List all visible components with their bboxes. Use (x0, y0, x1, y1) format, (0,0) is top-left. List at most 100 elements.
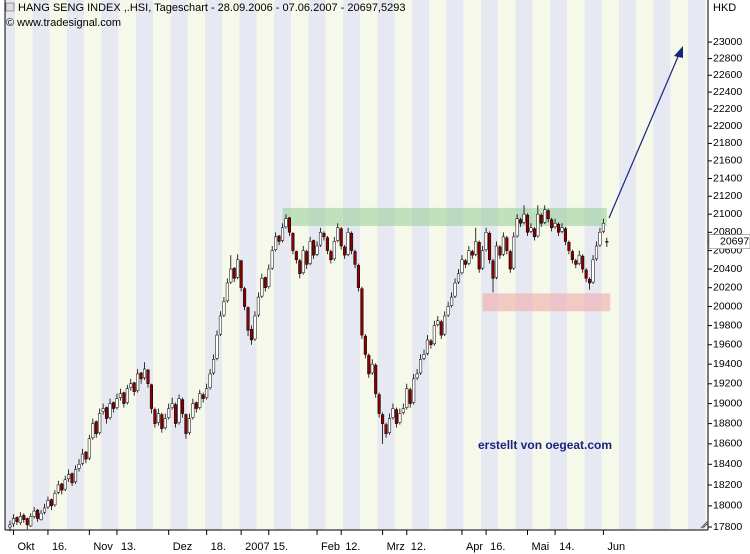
y-tick-label: 21600 (713, 155, 742, 167)
candle-body (598, 232, 602, 246)
candle-body (84, 451, 88, 460)
candle-body (415, 373, 419, 379)
corner-icon (700, 520, 709, 529)
candle-body (494, 245, 498, 278)
week-stripe (135, 0, 154, 530)
week-stripe (463, 0, 481, 530)
candle-body (177, 398, 181, 423)
candle-body (298, 260, 302, 274)
candle-body (263, 277, 267, 288)
candle-body (581, 255, 585, 270)
x-tick-label: 12. (345, 541, 360, 553)
candle-body (246, 307, 250, 331)
candle-body (60, 483, 64, 491)
candle-body (315, 245, 319, 255)
candle-body (463, 260, 467, 265)
title-icon (5, 2, 15, 12)
y-tick-label: 21400 (713, 172, 742, 184)
candle-body (111, 402, 116, 409)
y-tick-label: 18200 (713, 479, 742, 491)
x-tick-label: Nov (93, 541, 113, 553)
candle-body (225, 282, 229, 302)
y-tick-label: 21800 (713, 137, 742, 149)
candle-body (481, 250, 485, 269)
candle-body (377, 394, 381, 414)
candle-body (422, 354, 426, 359)
candle-body (460, 259, 464, 274)
week-stripes (5, 0, 708, 530)
y-tick-label: 18400 (713, 458, 742, 470)
candle-body (484, 232, 488, 250)
y-tick-label: 22400 (713, 86, 742, 98)
candle-body (53, 493, 57, 506)
candle-body (287, 217, 291, 233)
week-stripe (411, 0, 430, 530)
candle-body (46, 500, 50, 508)
candle-body (146, 369, 150, 385)
candle-body (577, 254, 581, 264)
candle-body (594, 245, 599, 260)
candle-body (208, 373, 212, 388)
candle-body (370, 363, 374, 374)
candle-body (367, 355, 371, 375)
annotation: erstellt von oegeat.com (478, 438, 612, 452)
week-stripe (32, 0, 50, 530)
candle-body (470, 251, 474, 256)
candle-body (381, 414, 385, 424)
candle-body (532, 228, 536, 238)
x-tick-label: Dez (173, 541, 193, 553)
candle-body (432, 325, 436, 345)
candle-body (560, 227, 564, 232)
x-tick-label: Jun (607, 541, 625, 553)
candle-body (301, 250, 305, 274)
candle-body (543, 209, 547, 223)
candle-body (32, 510, 36, 517)
candle-body (550, 219, 554, 229)
week-stripe (239, 0, 257, 530)
candle-body (291, 232, 295, 251)
candle-body (187, 418, 191, 433)
last-price-box (708, 234, 750, 249)
candle-body (180, 399, 185, 414)
week-stripe (480, 0, 499, 530)
candle-body (239, 260, 243, 288)
week-stripe (498, 0, 516, 530)
y-tick-label: 19400 (713, 358, 742, 370)
y-tick-label: 22200 (713, 103, 742, 115)
candle-body (184, 414, 188, 434)
week-stripe (446, 0, 464, 530)
week-stripe (377, 0, 395, 530)
candle-body (253, 315, 257, 340)
candle-body (49, 499, 53, 507)
week-stripe (687, 0, 706, 530)
candle-body (205, 388, 209, 398)
x-tick-label: 13. (121, 541, 136, 553)
candle-body (18, 516, 22, 524)
candle-body (170, 403, 174, 408)
candle-body (501, 236, 505, 255)
x-tick-label: 2007 (245, 541, 269, 553)
candle-body (156, 413, 160, 423)
x-tick-label: 16. (490, 541, 505, 553)
candle-body (515, 218, 519, 237)
candle-body (305, 251, 309, 265)
candle-body (394, 409, 398, 424)
trend-arrow (608, 51, 681, 219)
candle-body (218, 315, 222, 335)
candle-body (277, 235, 281, 242)
candle-body (488, 232, 492, 261)
candle-body (446, 306, 450, 316)
candle-body (343, 246, 347, 256)
week-stripe (601, 0, 619, 530)
candle-body (167, 408, 171, 418)
candle-body (591, 259, 595, 283)
y-tick-label: 20000 (713, 300, 742, 312)
candle-body (94, 421, 98, 434)
candle-body (405, 388, 409, 408)
candle-body (525, 214, 530, 233)
candle-body (346, 232, 350, 255)
candle-body (260, 278, 264, 297)
candle-body (222, 301, 226, 316)
candle-body (436, 320, 440, 325)
candle-body (588, 279, 592, 284)
